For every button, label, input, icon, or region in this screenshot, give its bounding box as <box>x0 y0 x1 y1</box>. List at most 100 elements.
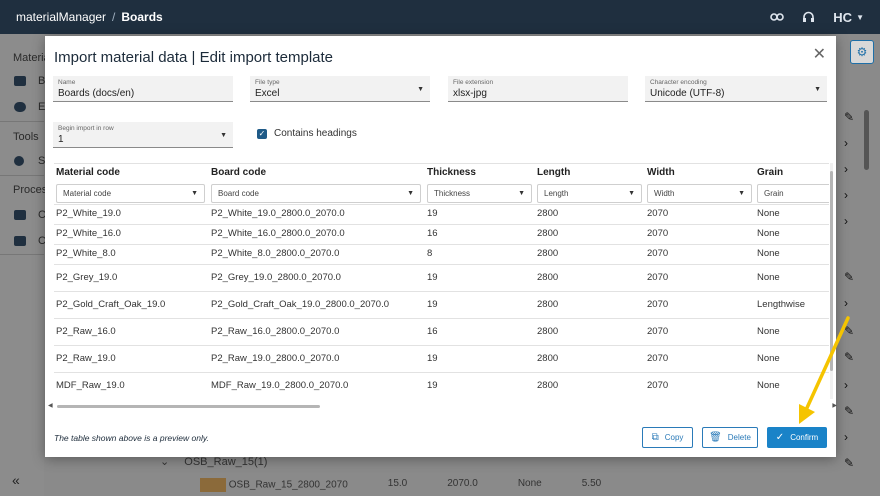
file-type-select[interactable]: File type Excel ▼ <box>250 76 430 102</box>
edit-icon[interactable]: ✎ <box>844 350 855 364</box>
edit-icon[interactable]: ✎ <box>844 456 855 470</box>
sidebar-divider <box>0 254 44 255</box>
cell-length: 2800 <box>537 353 559 364</box>
checkmark-icon[interactable]: ✓ <box>257 128 267 139</box>
chevron-right-icon[interactable]: › <box>844 296 848 310</box>
sidebar-item-c[interactable]: C <box>38 209 46 221</box>
chevron-right-icon[interactable]: › <box>844 136 848 150</box>
import-template-dialog: Import material data | Edit import templ… <box>45 36 837 457</box>
begin-import-row-select[interactable]: Begin import in row 1 ▼ <box>53 122 233 148</box>
close-icon[interactable]: ✕ <box>812 46 826 63</box>
mapping-value: Material code <box>63 189 112 198</box>
background-scrollbar[interactable] <box>864 110 869 170</box>
cell-board-code: P2_White_19.0_2800.0_2070.0 <box>211 208 345 219</box>
eye-icon[interactable] <box>14 102 26 112</box>
character-encoding-select[interactable]: Character encoding Unicode (UTF-8) ▼ <box>645 76 827 102</box>
edit-icon[interactable]: ✎ <box>844 110 855 124</box>
delete-button-label: Delete <box>727 433 751 442</box>
cell-board-code: P2_Raw_19.0_2800.0_2070.0 <box>211 353 340 364</box>
caret-down-icon: ▼ <box>628 190 635 197</box>
sidebar-section-tools: Tools <box>13 131 39 143</box>
table-horizontal-scrollbar[interactable]: ◀ ▶ <box>48 403 837 409</box>
mapping-select-width[interactable]: Width ▼ <box>647 184 752 203</box>
link-icon[interactable] <box>770 12 785 22</box>
cell-length: 2800 <box>537 228 559 239</box>
edit-icon[interactable]: ✎ <box>844 404 855 418</box>
mapping-select-length[interactable]: Length ▼ <box>537 184 642 203</box>
file-extension-field[interactable]: File extension xlsx-jpg <box>448 76 628 102</box>
cell-width: 2070 <box>647 248 669 259</box>
scroll-left-icon[interactable]: ◀ <box>48 403 53 409</box>
row-actions: ✎ <box>844 324 874 338</box>
breadcrumb-separator: / <box>112 10 116 24</box>
begin-import-label: Begin import in row <box>58 125 114 132</box>
cell-board-code: P2_Raw_16.0_2800.0_2070.0 <box>211 326 340 337</box>
row-divider <box>54 291 829 292</box>
breadcrumb-app[interactable]: materialManager <box>16 10 107 24</box>
cell-length: 2800 <box>537 208 559 219</box>
cell-material-code: P2_White_19.0 <box>56 208 121 219</box>
settings-gear-button[interactable]: ⚙ <box>850 40 874 64</box>
copy-button[interactable]: ⧉ Copy <box>642 427 693 448</box>
edit-icon[interactable]: ✎ <box>844 324 855 338</box>
cell-thickness: 19 <box>427 299 438 310</box>
row-divider <box>54 224 829 225</box>
headset-icon[interactable] <box>802 11 815 24</box>
mapping-value: Grain <box>764 189 784 198</box>
edit-icon[interactable]: ✎ <box>844 270 855 284</box>
gear-icon[interactable] <box>14 156 24 166</box>
table-vertical-scrollbar[interactable] <box>830 163 833 399</box>
delete-button[interactable]: 🗑 Delete <box>702 427 758 448</box>
cell-grain: None <box>757 326 780 337</box>
brand-logo[interactable]: HC <box>833 9 853 25</box>
row-actions: › <box>844 162 874 176</box>
chevron-right-icon[interactable]: › <box>844 214 848 228</box>
board-thumbnail <box>200 478 226 492</box>
sidebar-collapse-icon[interactable]: « <box>12 472 20 488</box>
cell-grain: None <box>757 228 780 239</box>
name-field[interactable]: Name Boards (docs/en) <box>53 76 233 102</box>
sidebar-item-s[interactable]: S <box>38 155 46 167</box>
confirm-button-label: Confirm <box>790 433 819 442</box>
mapping-select-grain[interactable]: Grain <box>757 184 829 203</box>
chevron-down-icon[interactable]: ⌄ <box>160 456 170 468</box>
scrollbar-thumb[interactable] <box>57 405 320 408</box>
monitor-icon[interactable] <box>14 76 26 86</box>
cell-material-code: P2_Raw_16.0 <box>56 326 116 337</box>
row-divider <box>54 204 829 205</box>
chevron-right-icon[interactable]: › <box>844 430 848 444</box>
cell-thickness: 8 <box>427 248 433 259</box>
cell-length: 2800 <box>537 272 559 283</box>
scroll-right-icon[interactable]: ▶ <box>832 403 837 409</box>
caret-down-icon: ▼ <box>191 190 198 197</box>
cell-length: 2800 <box>537 248 559 259</box>
column-header-thickness: Thickness <box>427 167 476 178</box>
cell-length: 2800 <box>537 326 559 337</box>
file-type-label: File type <box>255 79 280 86</box>
file-extension-value[interactable]: xlsx-jpg <box>453 88 487 99</box>
mapping-select-material-code[interactable]: Material code ▼ <box>56 184 205 203</box>
scrollbar-thumb[interactable] <box>830 171 833 371</box>
file-type-value: Excel <box>255 88 280 99</box>
caret-down-icon: ▼ <box>518 190 525 197</box>
drawer-icon[interactable] <box>14 236 26 246</box>
sidebar-item-e[interactable]: E <box>38 101 46 113</box>
contains-headings-checkbox[interactable]: ✓ Contains headings <box>257 128 357 139</box>
background-group-row: ⌄ OSB_Raw_15(1) <box>160 455 267 468</box>
name-field-label: Name <box>58 79 76 86</box>
chevron-right-icon[interactable]: › <box>844 188 848 202</box>
confirm-button[interactable]: ✓ Confirm <box>767 427 827 448</box>
sidebar-item-b[interactable]: B <box>38 75 46 87</box>
sidebar: Material B E Tools S Process C C « <box>0 34 53 496</box>
cell-material-code: P2_Raw_19.0 <box>56 353 116 364</box>
sidebar-item-c2[interactable]: C <box>38 235 46 247</box>
mapping-select-board-code[interactable]: Board code ▼ <box>211 184 421 203</box>
chevron-right-icon[interactable]: › <box>844 162 848 176</box>
cell-grain: None <box>757 353 780 364</box>
list-icon[interactable] <box>14 210 26 220</box>
mapping-select-thickness[interactable]: Thickness ▼ <box>427 184 532 203</box>
caret-down-icon[interactable]: ▼ <box>856 12 864 22</box>
breadcrumb: materialManager / Boards <box>16 10 163 24</box>
name-field-value[interactable]: Boards (docs/en) <box>58 88 135 99</box>
chevron-right-icon[interactable]: › <box>844 378 848 392</box>
